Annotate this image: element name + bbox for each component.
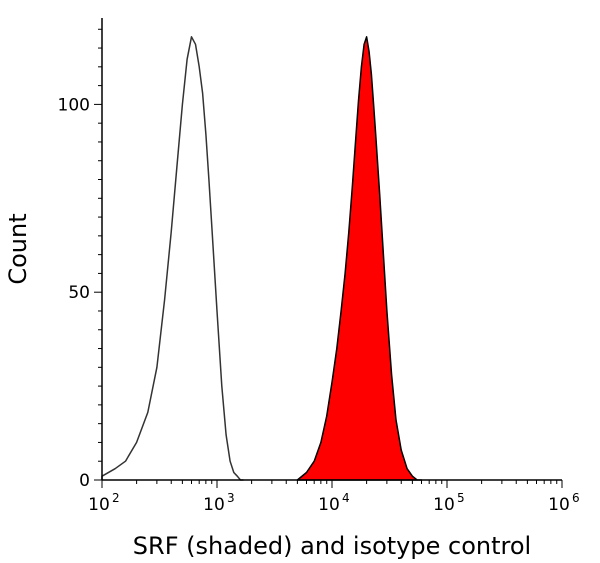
isotype-outline-histogram xyxy=(101,36,244,481)
y-ticks: 0 50 100 xyxy=(58,28,102,491)
y-tick-label: 0 xyxy=(79,471,90,491)
x-ticks: 10 2 10 3 10 4 10 5 10 6 xyxy=(88,480,580,515)
x-tick-label: 10 xyxy=(88,495,110,515)
y-tick-label: 50 xyxy=(68,283,90,303)
x-tick-exponent: 2 xyxy=(112,491,120,505)
x-tick-exponent: 3 xyxy=(227,491,235,505)
series-layer xyxy=(101,36,423,481)
x-tick-label: 10 xyxy=(318,495,340,515)
x-tick-label: 10 xyxy=(548,495,570,515)
y-tick-label: 100 xyxy=(58,95,90,115)
x-tick-exponent: 6 xyxy=(572,491,580,505)
x-tick-label: 10 xyxy=(433,495,455,515)
x-tick-exponent: 4 xyxy=(342,491,350,505)
x-tick-exponent: 5 xyxy=(457,491,465,505)
x-tick-label: 10 xyxy=(203,495,225,515)
srf-filled-histogram xyxy=(296,36,423,481)
x-axis-title: SRF (shaded) and isotype control xyxy=(133,532,531,560)
y-axis-title: Count xyxy=(4,213,32,284)
